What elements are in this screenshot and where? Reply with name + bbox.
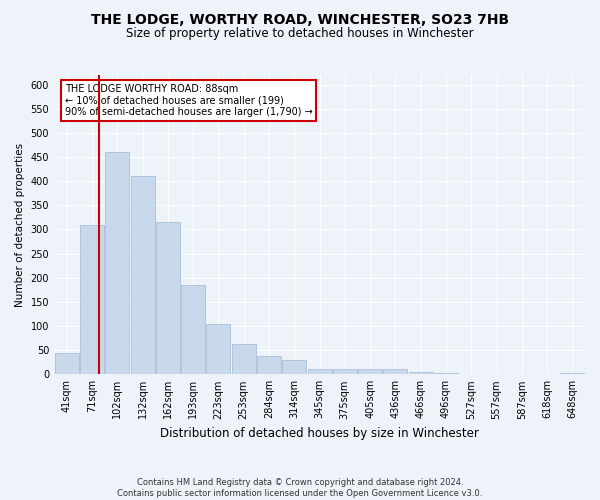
Text: Size of property relative to detached houses in Winchester: Size of property relative to detached ho… <box>126 28 474 40</box>
X-axis label: Distribution of detached houses by size in Winchester: Distribution of detached houses by size … <box>160 427 479 440</box>
Bar <box>409 372 433 374</box>
Bar <box>308 368 332 374</box>
Bar <box>131 176 155 374</box>
Bar <box>383 370 407 374</box>
Text: THE LODGE WORTHY ROAD: 88sqm
← 10% of detached houses are smaller (199)
90% of s: THE LODGE WORTHY ROAD: 88sqm ← 10% of de… <box>65 84 313 117</box>
Bar <box>105 152 129 374</box>
Bar <box>333 370 357 374</box>
Text: THE LODGE, WORTHY ROAD, WINCHESTER, SO23 7HB: THE LODGE, WORTHY ROAD, WINCHESTER, SO23… <box>91 12 509 26</box>
Bar <box>206 324 230 374</box>
Bar <box>282 360 306 374</box>
Bar <box>181 285 205 374</box>
Bar <box>560 373 584 374</box>
Bar <box>156 222 180 374</box>
Bar <box>232 344 256 374</box>
Y-axis label: Number of detached properties: Number of detached properties <box>15 142 25 306</box>
Bar <box>80 224 104 374</box>
Bar <box>358 370 382 374</box>
Bar <box>55 352 79 374</box>
Text: Contains HM Land Registry data © Crown copyright and database right 2024.
Contai: Contains HM Land Registry data © Crown c… <box>118 478 482 498</box>
Bar <box>257 356 281 374</box>
Bar <box>434 373 458 374</box>
